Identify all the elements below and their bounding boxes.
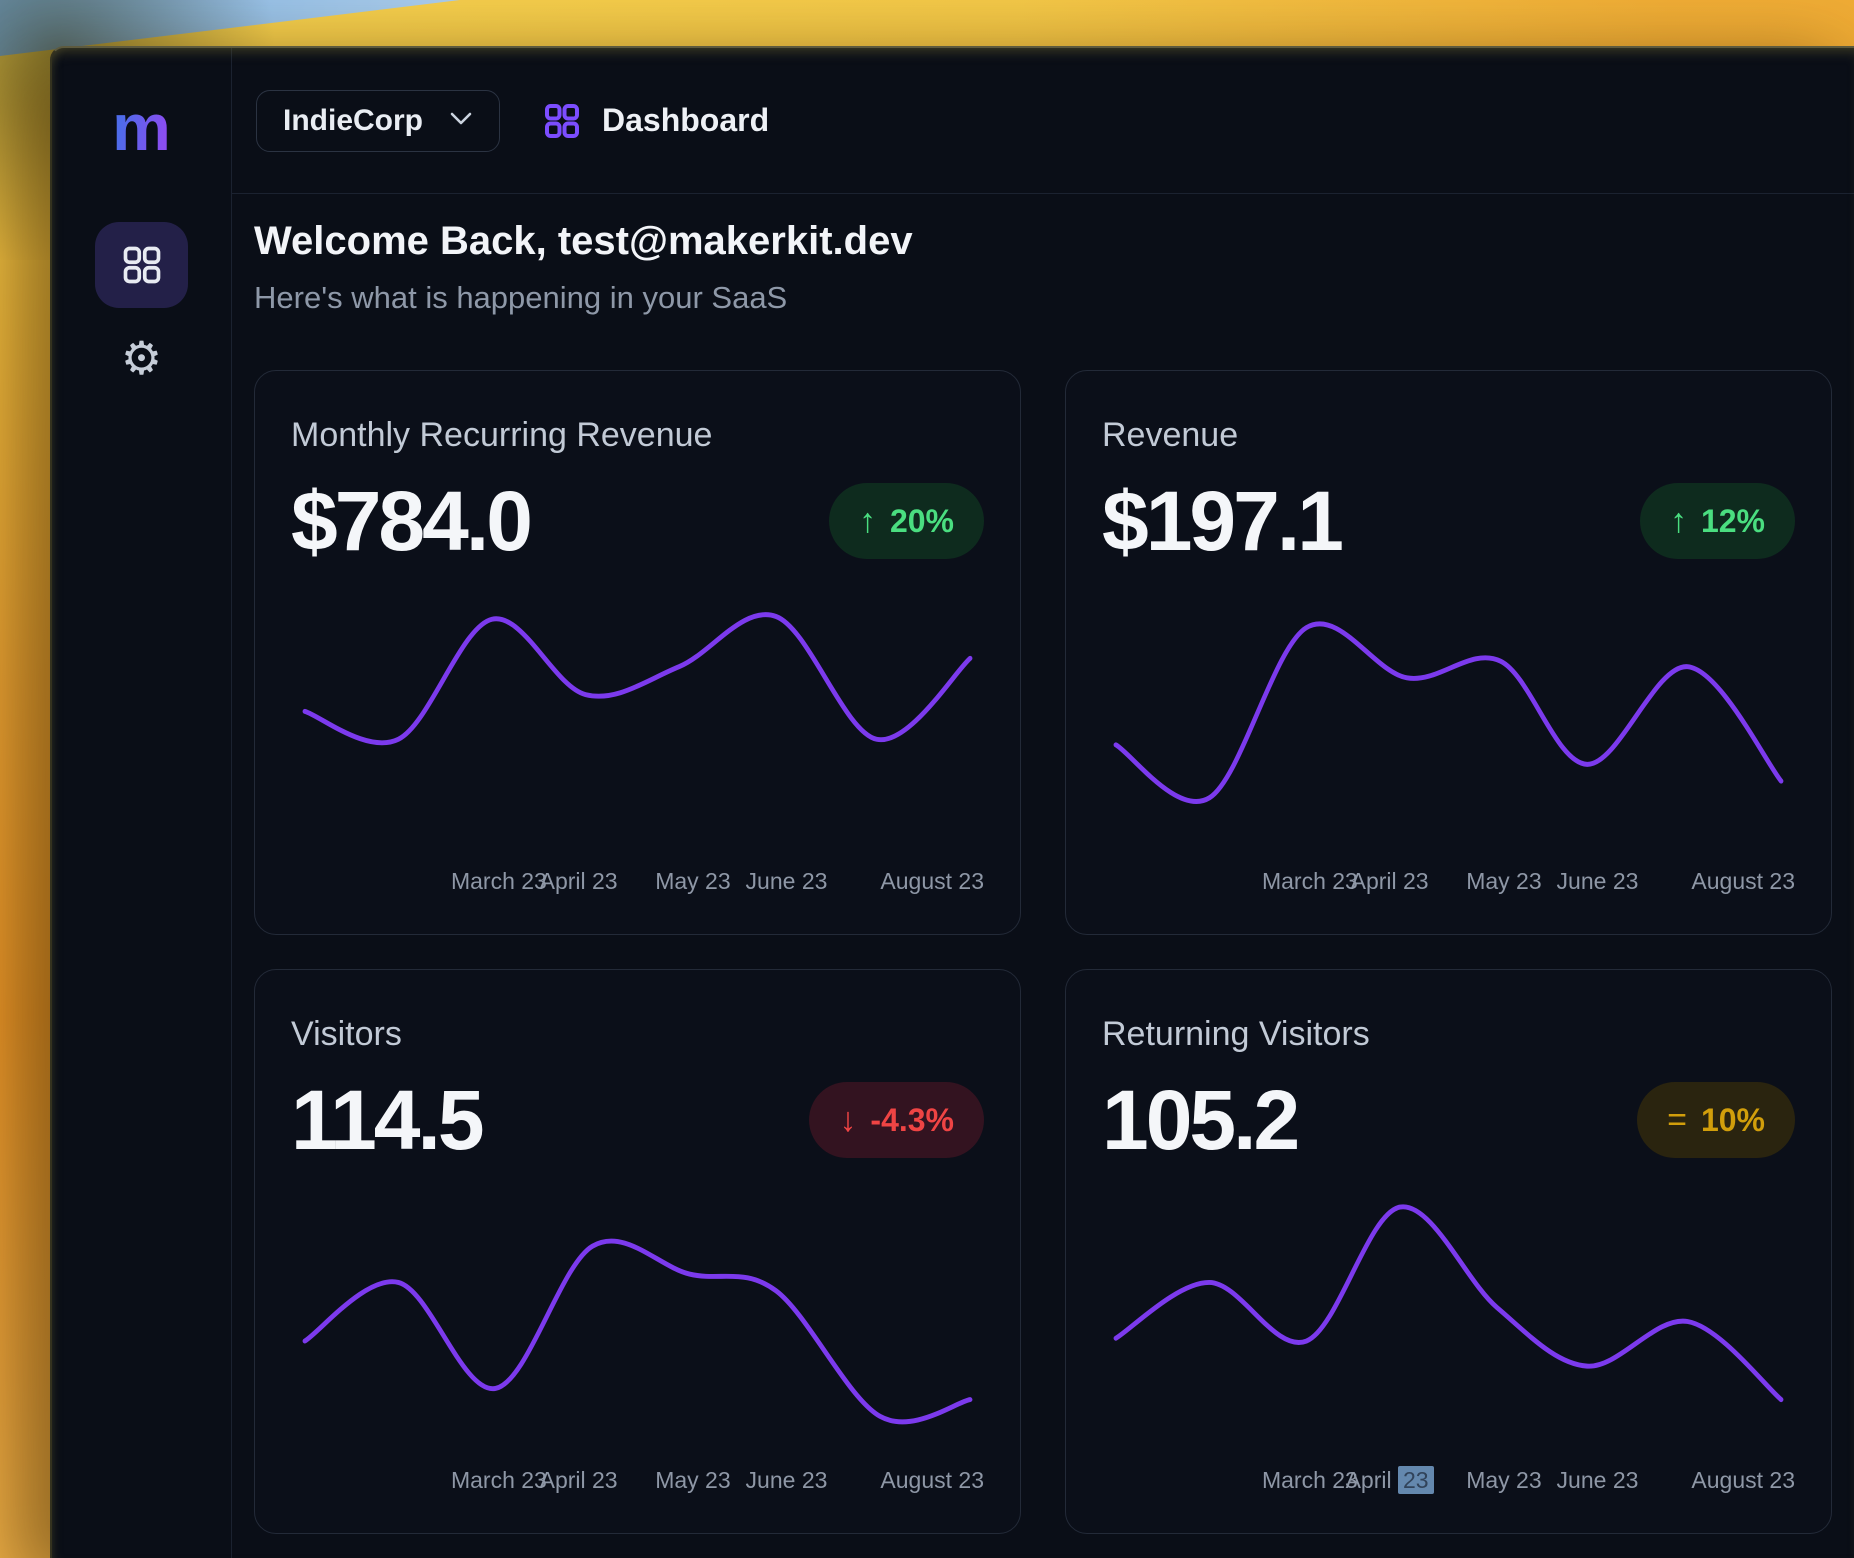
- x-tick-label: March 23: [451, 868, 547, 895]
- main-area: IndieCorp: [232, 48, 1854, 1558]
- trend-badge: ↑ 20%: [829, 483, 984, 559]
- trend-up-icon: ↑: [1670, 502, 1687, 541]
- team-selector-label: IndieCorp: [283, 104, 423, 138]
- metric-card-grid: Monthly Recurring Revenue $784.0 ↑ 20% M…: [254, 370, 1832, 1534]
- x-tick-label: June 23: [746, 1467, 828, 1494]
- card-value: 105.2: [1102, 1078, 1297, 1162]
- x-tick-label: May 23: [1466, 868, 1541, 895]
- x-tick-label: June 23: [746, 868, 828, 895]
- selected-text-highlight: 23: [1398, 1466, 1434, 1494]
- x-tick-label: August 23: [880, 1467, 984, 1494]
- trend-up-icon: ↑: [859, 502, 876, 541]
- trend-badge-label: 10%: [1701, 1102, 1765, 1139]
- x-tick-label: May 23: [1466, 1467, 1541, 1494]
- sidebar-item-dashboard[interactable]: [95, 222, 188, 308]
- x-tick-label: May 23: [655, 1467, 730, 1494]
- gear-icon: ⚙: [121, 335, 162, 381]
- trend-badge-label: 20%: [890, 503, 954, 540]
- trend-badge-label: -4.3%: [870, 1102, 954, 1139]
- line-chart: [1102, 1182, 1795, 1461]
- trend-down-icon: ↓: [839, 1101, 856, 1140]
- trend-badge: ↓ -4.3%: [809, 1082, 984, 1158]
- line-chart: [291, 1182, 984, 1461]
- metric-card-returning-visitors: Returning Visitors 105.2 = 10% March 23A…: [1065, 969, 1832, 1534]
- x-tick-label: August 23: [1691, 868, 1795, 895]
- x-tick-label: August 23: [1691, 1467, 1795, 1494]
- makerkit-logo: m: [112, 92, 171, 162]
- x-tick-label: June 23: [1557, 868, 1639, 895]
- trend-flat-icon: =: [1667, 1101, 1687, 1140]
- line-chart: [291, 583, 984, 862]
- x-tick-label: April 23: [540, 1467, 618, 1494]
- app-window: m ⚙ IndieCorp: [50, 46, 1854, 1558]
- trend-badge: = 10%: [1637, 1082, 1795, 1158]
- metric-card-visitors: Visitors 114.5 ↓ -4.3% March 23April 23M…: [254, 969, 1021, 1534]
- x-tick-label: March 23: [451, 1467, 547, 1494]
- card-title: Visitors: [291, 1014, 984, 1054]
- dashboard-grid-icon-purple: [542, 101, 582, 141]
- breadcrumb-dashboard[interactable]: Dashboard: [542, 101, 769, 141]
- x-tick-label: June 23: [1557, 1467, 1639, 1494]
- card-title: Monthly Recurring Revenue: [291, 415, 984, 455]
- chevron-down-icon: [449, 111, 473, 130]
- x-tick-label: May 23: [655, 868, 730, 895]
- x-tick-label: April 23: [1351, 868, 1429, 895]
- welcome-heading: Welcome Back, test@makerkit.dev: [254, 216, 1832, 266]
- x-tick-label: March 23: [1262, 868, 1358, 895]
- x-axis-labels: March 23April 23 May 23 June 23 August 23: [291, 1467, 984, 1495]
- card-value: $197.1: [1102, 479, 1341, 563]
- card-title: Returning Visitors: [1102, 1014, 1795, 1054]
- metric-card-mrr: Monthly Recurring Revenue $784.0 ↑ 20% M…: [254, 370, 1021, 935]
- page-title: Dashboard: [602, 102, 769, 139]
- x-tick-label: April 23: [1346, 1467, 1434, 1494]
- desktop-wallpaper: m ⚙ IndieCorp: [0, 0, 1854, 1558]
- topbar: IndieCorp: [232, 48, 1854, 194]
- sidebar-item-settings[interactable]: ⚙: [95, 328, 188, 388]
- x-axis-labels: March 23April 23 May 23 June 23 August 23: [291, 868, 984, 896]
- x-tick-label: April 23: [540, 868, 618, 895]
- x-tick-label: August 23: [880, 868, 984, 895]
- dashboard-content: Welcome Back, test@makerkit.dev Here's w…: [232, 194, 1854, 1558]
- sidebar: m ⚙: [52, 48, 232, 1558]
- dashboard-grid-icon: [120, 243, 164, 287]
- card-value: $784.0: [291, 479, 530, 563]
- trend-badge-label: 12%: [1701, 503, 1765, 540]
- x-tick-label: March 23: [1262, 1467, 1358, 1494]
- welcome-subtitle: Here's what is happening in your SaaS: [254, 278, 1832, 318]
- line-chart: [1102, 583, 1795, 862]
- card-value: 114.5: [291, 1078, 482, 1162]
- x-axis-labels: March 23April 23 May 23 June 23 August 23: [1102, 868, 1795, 896]
- trend-badge: ↑ 12%: [1640, 483, 1795, 559]
- card-title: Revenue: [1102, 415, 1795, 455]
- metric-card-revenue: Revenue $197.1 ↑ 12% March 23April 23 May…: [1065, 370, 1832, 935]
- x-axis-labels: March 23April 23 May 23 June 23 August 23: [1102, 1467, 1795, 1495]
- team-selector-button[interactable]: IndieCorp: [256, 90, 500, 152]
